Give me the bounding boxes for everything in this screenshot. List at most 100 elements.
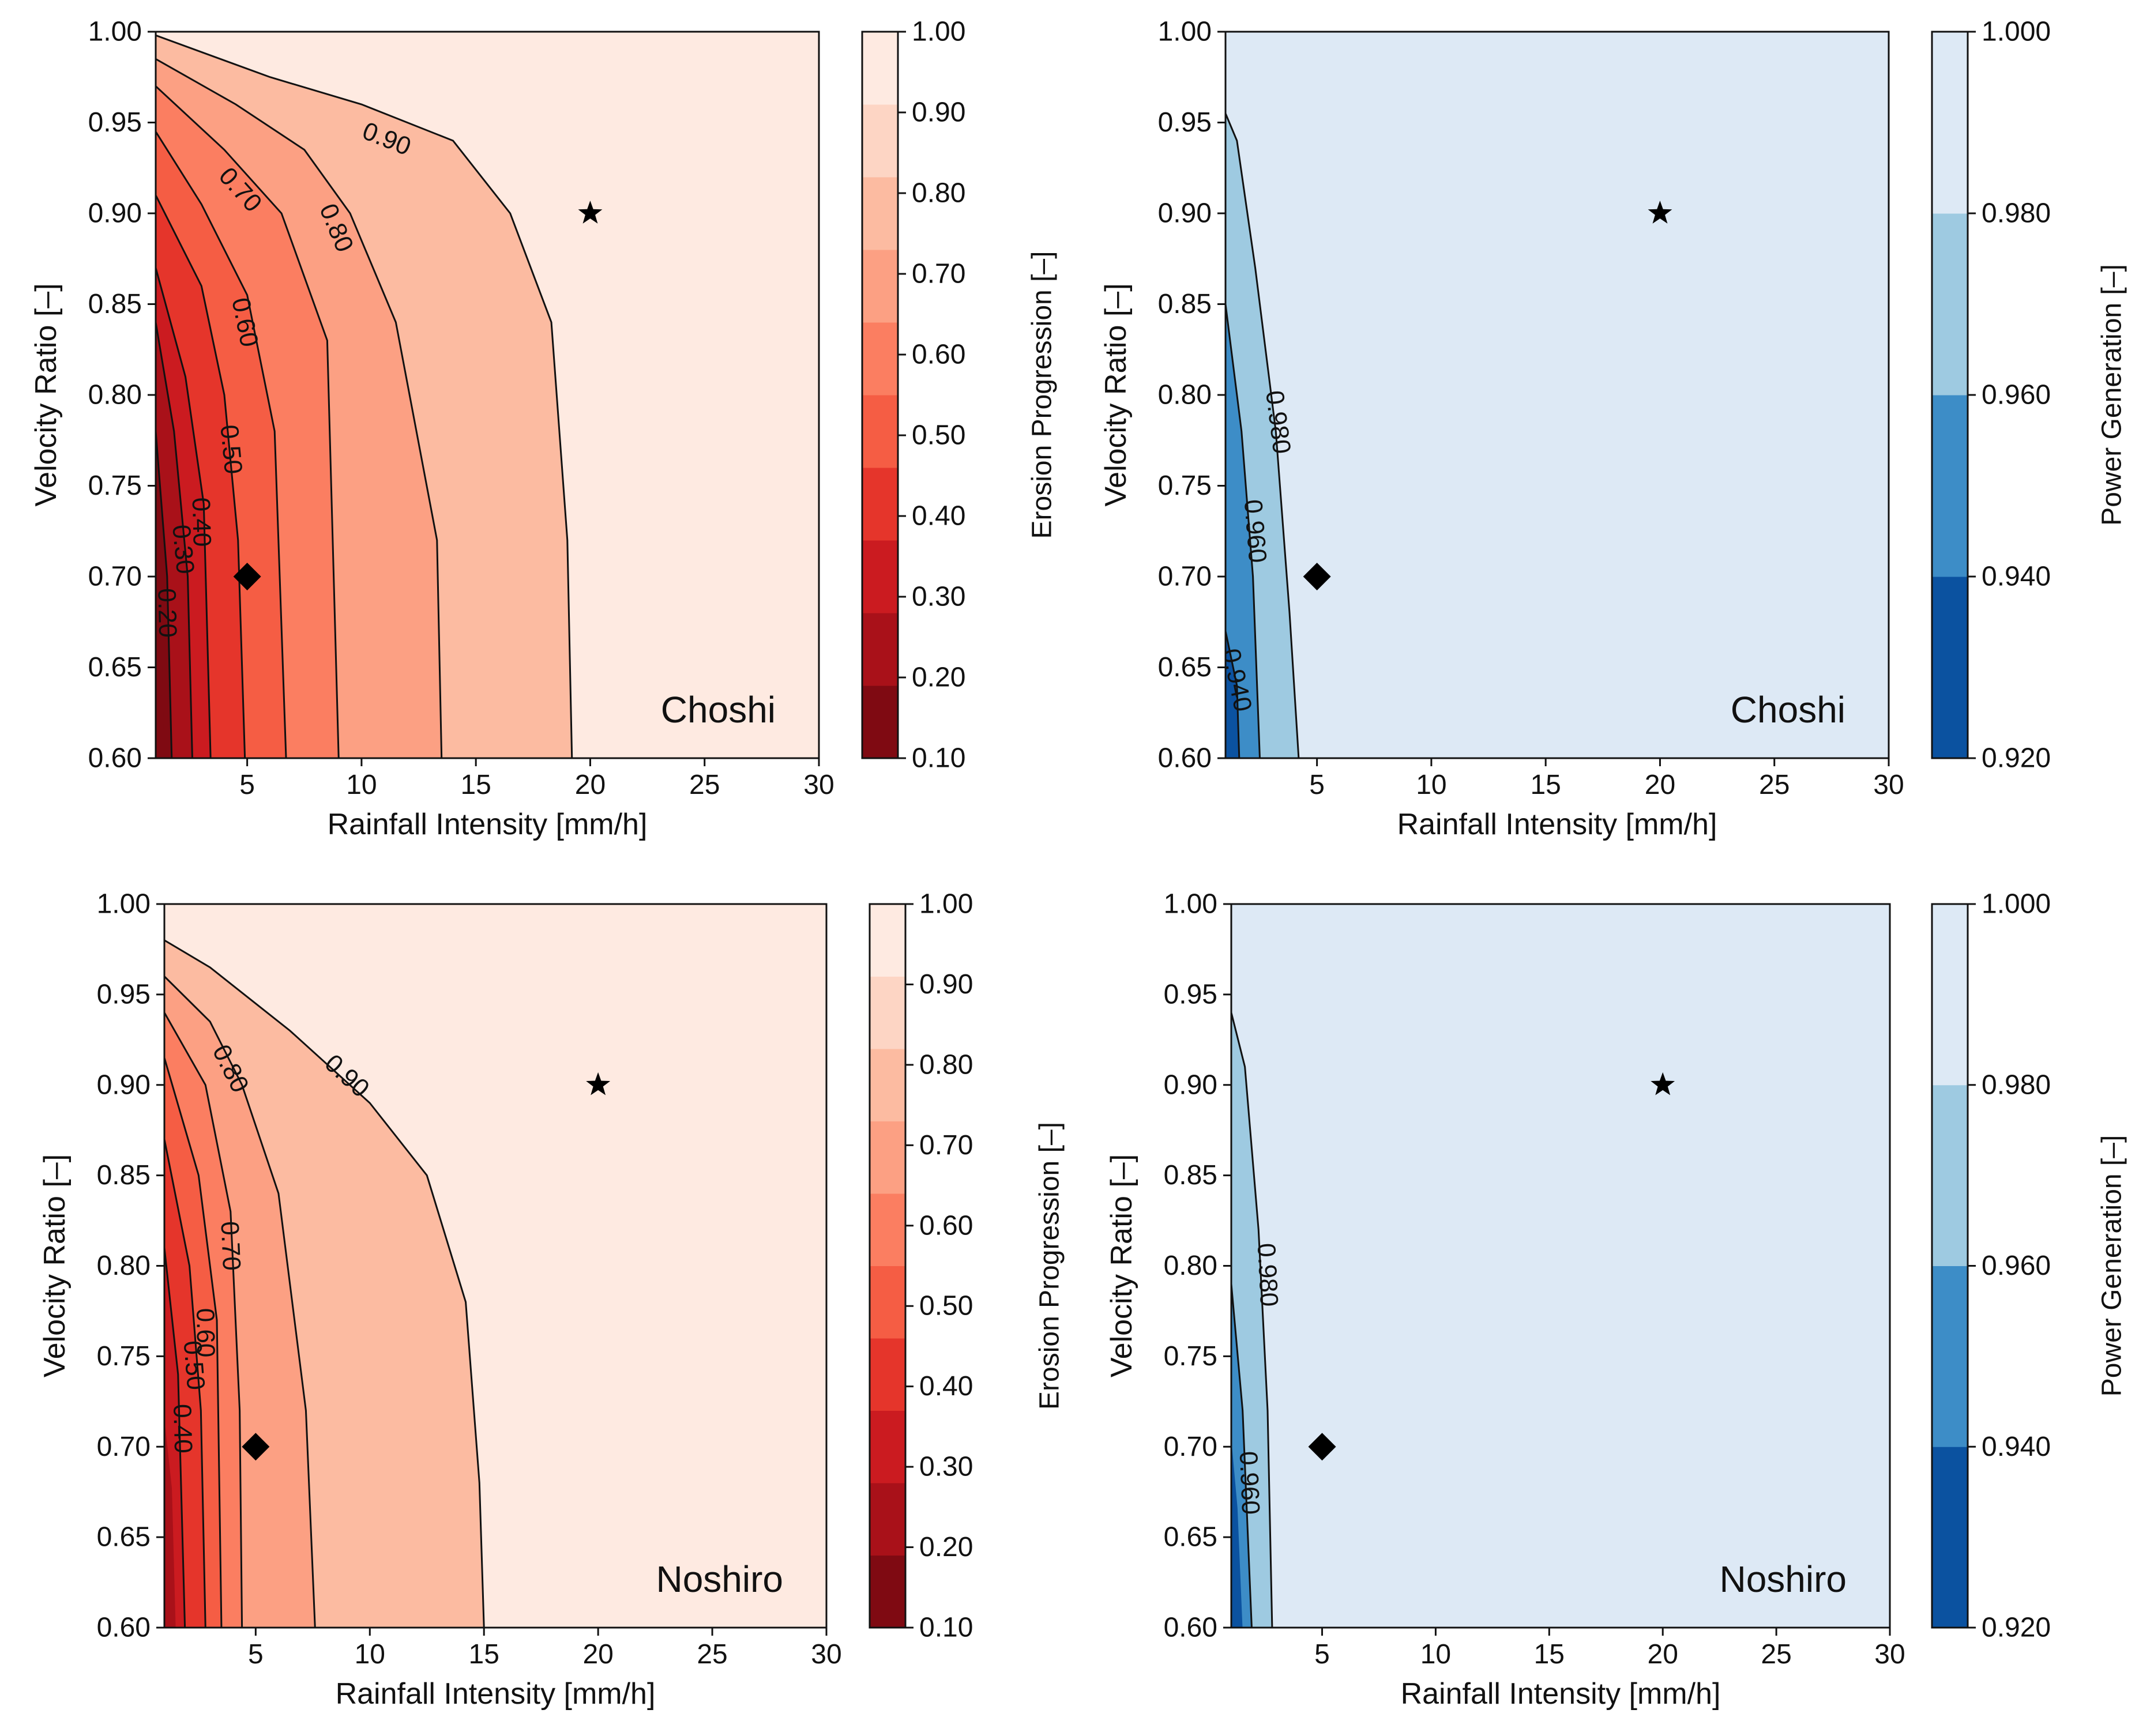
contour-line-0.40 [156,268,212,758]
x-tick-label: 25 [697,1639,727,1670]
y-tick-label: 0.80 [1164,1251,1217,1281]
x-tick-label: 20 [575,770,606,800]
colorbar-title: Erosion Progression [–] [1027,251,1058,539]
colorbar-segment [870,1338,905,1411]
colorbar-segment [870,1049,905,1121]
colorbar-tick-label: 0.80 [919,1049,973,1080]
x-tick-label: 10 [346,770,377,800]
colorbar-tick-label: 0.10 [919,1613,973,1643]
y-tick-label: 1.00 [88,17,142,47]
y-tick-label: 0.85 [97,1160,151,1191]
colorbar-tick-label: 0.60 [912,340,965,370]
contour-line-0.80 [164,976,316,1628]
colorbar-tick-label: 1.000 [1982,17,2051,47]
fill-band-top [1231,904,1890,1628]
contour-line-0.980 [1231,1012,1273,1628]
colorbar-title: Power Generation [–] [2097,1135,2127,1397]
contour-label-0.20: 0.20 [152,588,182,638]
contour-line-0.90 [156,34,573,758]
contour-label-0.960: 0.960 [1234,1451,1265,1515]
y-tick-label: 0.90 [97,1070,151,1100]
fill-band-top [1226,32,1889,758]
x-tick-label: 30 [1873,770,1904,800]
x-tick-label: 10 [1416,770,1446,800]
y-tick-label: 0.95 [88,107,142,138]
colorbar-frame [861,31,899,759]
colorbar-tick-label: 0.90 [912,97,965,128]
colorbar-tick-label: 1.00 [912,17,965,47]
colorbar-tick-label: 0.80 [912,178,965,209]
y-tick-label: 0.90 [1164,1070,1217,1100]
contour-line-0.40 [164,1247,186,1628]
y-tick-label: 0.65 [97,1522,151,1553]
y-tick-label: 1.00 [1158,17,1212,47]
colorbar-segment [862,468,898,541]
contour-line-0.90 [164,939,485,1628]
y-tick-label: 0.70 [97,1432,151,1462]
x-tick-label: 15 [469,1639,499,1670]
colorbar-tick-label: 0.980 [1982,1070,2051,1100]
x-tick-label: 15 [460,770,491,800]
y-tick-label: 0.70 [1158,562,1212,592]
colorbar-segment [862,250,898,323]
colorbar-tick-label: 0.920 [1982,743,2051,774]
y-tick-label: 0.80 [88,380,142,411]
colorbar-tick-label: 0.20 [919,1532,973,1562]
colorbar-segment [862,322,898,396]
colorbar-title: Power Generation [–] [2097,264,2127,526]
y-tick-label: 0.85 [88,289,142,319]
x-tick-label: 5 [1314,1639,1330,1670]
fill-band-lowest [156,578,165,758]
x-tick-label: 15 [1534,1639,1565,1670]
plot-area: 0.400.500.600.700.80 0.90 [164,904,826,1628]
contour-label-0.60: 0.60 [191,1308,220,1357]
y-tick-label: 0.70 [1164,1432,1217,1462]
contour-line-0.960 [1231,1283,1253,1628]
diamond-marker [1303,563,1331,590]
colorbar-title: Erosion Progression [–] [1035,1122,1065,1410]
x-tick-label: 25 [1759,770,1790,800]
y-tick-label: 0.95 [1158,107,1212,138]
y-tick-label: 0.60 [1158,743,1212,774]
y-tick-label: 0.75 [97,1341,151,1372]
y-axis-title: Velocity Ratio [–] [1099,283,1133,506]
colorbar-segment [1932,577,1968,759]
colorbar-segment [862,686,898,759]
y-tick-label: 0.60 [97,1613,151,1643]
contour-label-0.70: 0.70 [215,1221,246,1271]
plot-area: 0.200.300.400.500.600.700.800.90 [152,32,819,758]
x-tick-label: 25 [1761,1639,1791,1670]
star-marker [586,1072,611,1095]
colorbar-tick-label: 0.40 [919,1371,973,1402]
colorbar-tick-label: 1.00 [919,889,973,920]
colorbar-segment [1932,32,1968,214]
colorbar-segment [862,613,898,686]
y-tick-label: 0.90 [1158,198,1212,229]
colorbar-tick-label: 1.000 [1982,889,2051,920]
colorbar-tick-label: 0.70 [912,259,965,289]
star-marker [578,201,603,224]
y-tick-label: 0.60 [1164,1613,1217,1643]
colorbar-tick-label: 0.960 [1982,380,2051,411]
colorbar-tick-label: 0.940 [1982,1432,2051,1462]
colorbar-segment [870,1410,905,1483]
colorbar-segment [1932,213,1968,396]
x-tick-label: 25 [689,770,720,800]
x-tick-label: 20 [1648,1639,1678,1670]
contour-line-0.30 [156,322,193,758]
x-tick-label: 20 [1645,770,1675,800]
y-axis-title: Velocity Ratio [–] [38,1154,72,1377]
y-axis-title: Velocity Ratio [–] [1105,1154,1138,1377]
x-tick-label: 5 [248,1639,264,1670]
y-tick-label: 0.75 [1158,470,1212,501]
colorbar-segment [862,104,898,178]
diamond-marker [242,1433,270,1461]
colorbar-segment [870,1483,905,1556]
contour-line-0.60 [164,1057,223,1628]
y-tick-label: 0.65 [1158,652,1212,683]
colorbar-segment [870,976,905,1049]
